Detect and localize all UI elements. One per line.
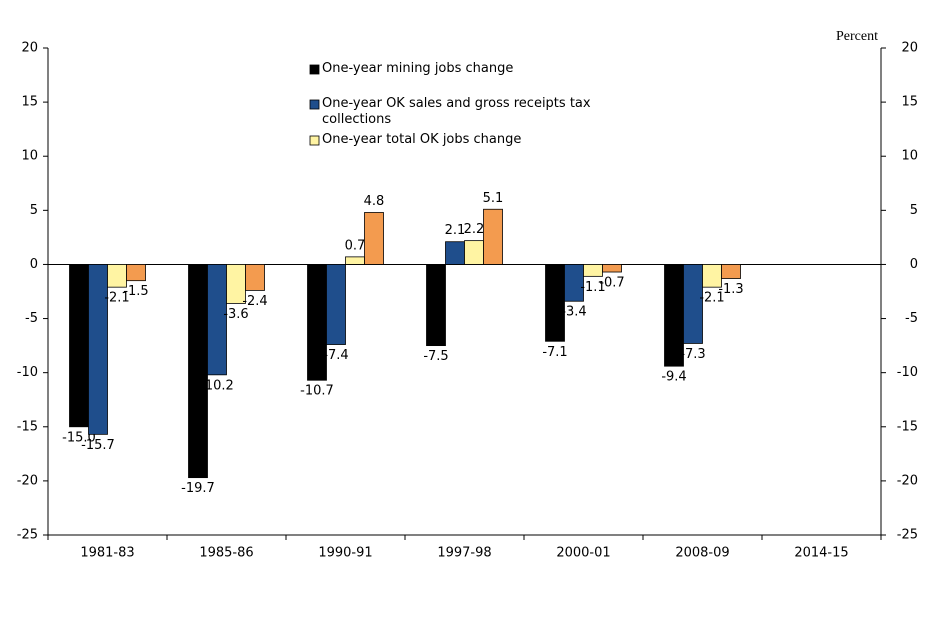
bar [126,264,146,282]
y-tick-label: -15 [17,419,38,434]
value-label: -19.7 [181,481,215,496]
bar [464,240,484,265]
value-label: -7.5 [423,349,448,364]
bar [245,264,265,291]
bar [207,264,227,376]
bar [721,264,741,279]
legend-entry: One-year OK sales and gross receipts tax… [322,96,591,127]
value-label: 2.1 [445,223,466,238]
value-label: -15.0 [62,430,96,445]
y2-tick-label: 15 [901,95,918,110]
value-label: 0.7 [345,238,366,253]
value-label: -1.5 [123,284,148,299]
value-label: -0.7 [599,276,624,291]
y-tick-label: -10 [17,365,38,380]
bar [445,241,465,265]
legend-entry: One-year mining jobs change [322,61,514,76]
x-tick-label: 1997-98 [437,546,491,561]
value-label: -7.4 [323,348,348,363]
y2-tick-label: 5 [910,203,918,218]
y2-tick-label: 20 [901,41,918,56]
bar [545,264,565,342]
y2-tick-label: -5 [905,311,918,326]
value-label: -2.1 [104,291,129,306]
value-label: -10.7 [300,384,334,399]
bar [326,264,346,345]
x-tick-label: 2014-15 [794,546,848,561]
bar [88,264,108,435]
y2-tick-label: -20 [897,473,918,488]
value-label: -2.1 [699,291,724,306]
bar [602,264,622,273]
legend-label: One-year OK sales and gross receipts tax… [322,96,591,127]
bar [188,264,208,479]
y-tick-label: 0 [30,257,38,272]
value-label: -9.4 [661,370,686,385]
legend-swatch [309,64,320,75]
y-tick-label: -25 [17,528,38,543]
value-label: 2.2 [464,222,485,237]
x-tick-label: 2008-09 [675,546,729,561]
y2-tick-label: -15 [897,419,918,434]
bar [345,256,365,265]
y2-tick-label: -10 [897,365,918,380]
legend-entry: One-year total OK jobs change [322,132,522,147]
x-tick-label: 2000-01 [556,546,610,561]
value-label: -3.4 [561,305,586,320]
value-label: -1.1 [580,280,605,295]
value-label: -15.7 [81,438,115,453]
value-label: -1.3 [718,282,743,297]
x-tick-label: 1985-86 [199,546,253,561]
y-axis-unit: Percent [836,29,878,44]
x-tick-label: 1981-83 [80,546,134,561]
bar [69,264,89,428]
bar [483,208,503,265]
value-label: 5.1 [483,191,504,206]
bar [364,212,384,265]
y-tick-label: -20 [17,473,38,488]
legend-swatch [309,135,320,146]
y2-tick-label: 0 [910,257,918,272]
legend-label: One-year mining jobs change [322,61,514,76]
value-label: -2.4 [242,294,267,309]
value-label: -7.1 [542,345,567,360]
y2-tick-label: -25 [897,528,918,543]
bar [564,264,584,302]
legend-label: One-year total OK jobs change [322,132,522,147]
y-tick-label: 10 [21,149,38,164]
y-tick-label: -5 [25,311,38,326]
value-label: -3.6 [223,307,248,322]
y2-tick-label: 10 [901,149,918,164]
value-label: 4.8 [364,194,385,209]
y-tick-label: 20 [21,41,38,56]
y-tick-label: 5 [30,203,38,218]
bar [426,264,446,347]
legend-swatch [309,99,320,110]
bar [683,264,703,344]
x-tick-label: 1990-91 [318,546,372,561]
value-label: -7.3 [680,347,705,362]
value-label: -10.2 [200,378,234,393]
y-tick-label: 15 [21,95,38,110]
